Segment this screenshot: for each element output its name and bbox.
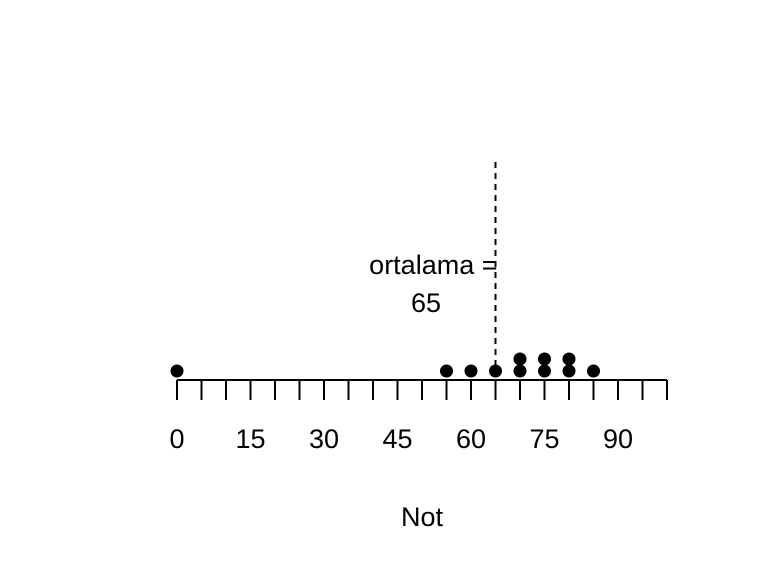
data-points <box>170 352 600 378</box>
mean-annotation-line-1: ortalama = <box>369 250 497 280</box>
x-tick-label: 30 <box>309 424 339 454</box>
mean-annotation-line-2: 65 <box>411 288 441 318</box>
x-axis: 0 15 30 45 60 75 90 <box>169 379 668 454</box>
data-point <box>513 352 527 366</box>
data-point <box>562 364 576 378</box>
data-point <box>513 364 527 378</box>
x-tick-label: 0 <box>169 424 184 454</box>
x-axis-label: Not <box>401 502 444 532</box>
x-axis-ticks <box>176 380 668 400</box>
data-point <box>562 352 576 366</box>
data-point <box>440 364 453 378</box>
data-point <box>538 352 551 366</box>
x-tick-label: 90 <box>603 424 633 454</box>
x-tick-label: 45 <box>382 424 412 454</box>
x-axis-tick-labels: 0 15 30 45 60 75 90 <box>169 424 633 454</box>
data-point <box>538 364 551 378</box>
data-point <box>464 364 478 378</box>
x-tick-label: 75 <box>529 424 559 454</box>
x-tick-label: 60 <box>456 424 486 454</box>
data-point <box>170 364 184 378</box>
data-point <box>587 364 600 378</box>
x-tick-label: 15 <box>235 424 265 454</box>
